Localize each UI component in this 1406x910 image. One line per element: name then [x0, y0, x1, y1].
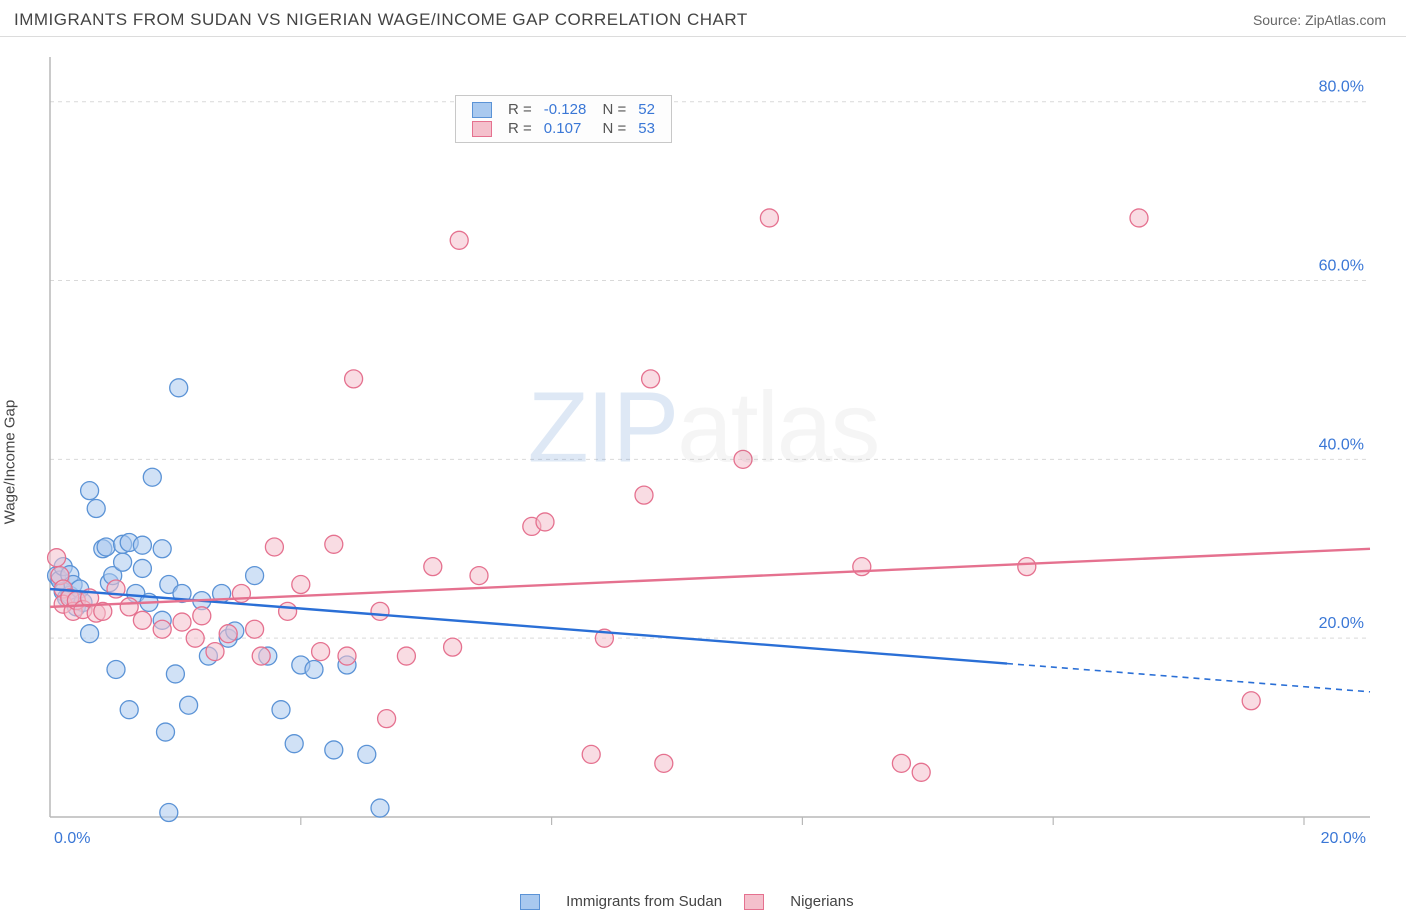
svg-text:60.0%: 60.0% — [1319, 258, 1364, 275]
source-label: Source: ZipAtlas.com — [1253, 12, 1386, 28]
svg-text:0.0%: 0.0% — [54, 830, 90, 847]
series-legend: Immigrants from Sudan Nigerians — [520, 893, 876, 910]
svg-text:20.0%: 20.0% — [1321, 830, 1366, 847]
scatter-plot: 20.0% 40.0% 60.0% 80.0% 0.0% 20.0% — [0, 37, 1406, 857]
chart-title: IMMIGRANTS FROM SUDAN VS NIGERIAN WAGE/I… — [14, 10, 748, 30]
chart-area: Wage/Income Gap ZIPatlas 20.0%40.0%60.0%… — [0, 37, 1406, 887]
y-axis-label: Wage/Income Gap — [2, 400, 19, 525]
svg-text:40.0%: 40.0% — [1319, 436, 1364, 453]
correlation-legend: R =-0.128 N =52R =0.107 N =53 — [455, 95, 672, 143]
svg-text:20.0%: 20.0% — [1319, 615, 1364, 632]
svg-text:80.0%: 80.0% — [1319, 79, 1364, 96]
